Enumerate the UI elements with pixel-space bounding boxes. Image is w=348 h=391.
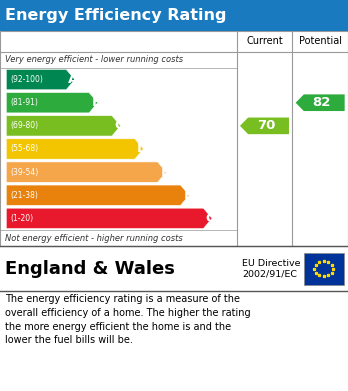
Text: EU Directive
2002/91/EC: EU Directive 2002/91/EC (242, 259, 300, 279)
Bar (0, 31, 348, 246)
Bar (0, 0, 348, 31)
Text: Energy Efficiency Rating: Energy Efficiency Rating (5, 8, 227, 23)
Text: (1-20): (1-20) (10, 214, 33, 223)
Text: D: D (136, 142, 148, 156)
Polygon shape (6, 208, 212, 228)
Text: 82: 82 (313, 96, 331, 109)
Polygon shape (6, 93, 98, 113)
Text: Potential: Potential (299, 36, 342, 47)
Polygon shape (240, 118, 289, 134)
Text: Current: Current (246, 36, 283, 47)
Text: (92-100): (92-100) (10, 75, 43, 84)
Text: England & Wales: England & Wales (5, 260, 175, 278)
Text: Very energy efficient - lower running costs: Very energy efficient - lower running co… (5, 55, 183, 65)
Polygon shape (6, 116, 121, 136)
Text: C: C (114, 119, 124, 132)
Text: G: G (205, 212, 216, 225)
Polygon shape (6, 139, 143, 159)
Text: 70: 70 (257, 119, 275, 132)
Text: A: A (69, 73, 79, 86)
Text: (69-80): (69-80) (10, 121, 39, 130)
Text: (81-91): (81-91) (10, 98, 38, 107)
Text: B: B (92, 96, 102, 109)
Text: E: E (160, 166, 169, 179)
Bar (303, 253, 344, 285)
Text: (21-38): (21-38) (10, 191, 38, 200)
Text: Not energy efficient - higher running costs: Not energy efficient - higher running co… (5, 233, 183, 243)
Text: (55-68): (55-68) (10, 144, 39, 154)
Text: (39-54): (39-54) (10, 168, 39, 177)
Polygon shape (6, 70, 75, 90)
Polygon shape (296, 94, 345, 111)
Polygon shape (6, 162, 166, 182)
Text: F: F (183, 189, 192, 202)
Polygon shape (6, 185, 189, 205)
Text: The energy efficiency rating is a measure of the
overall efficiency of a home. T: The energy efficiency rating is a measur… (5, 294, 251, 345)
